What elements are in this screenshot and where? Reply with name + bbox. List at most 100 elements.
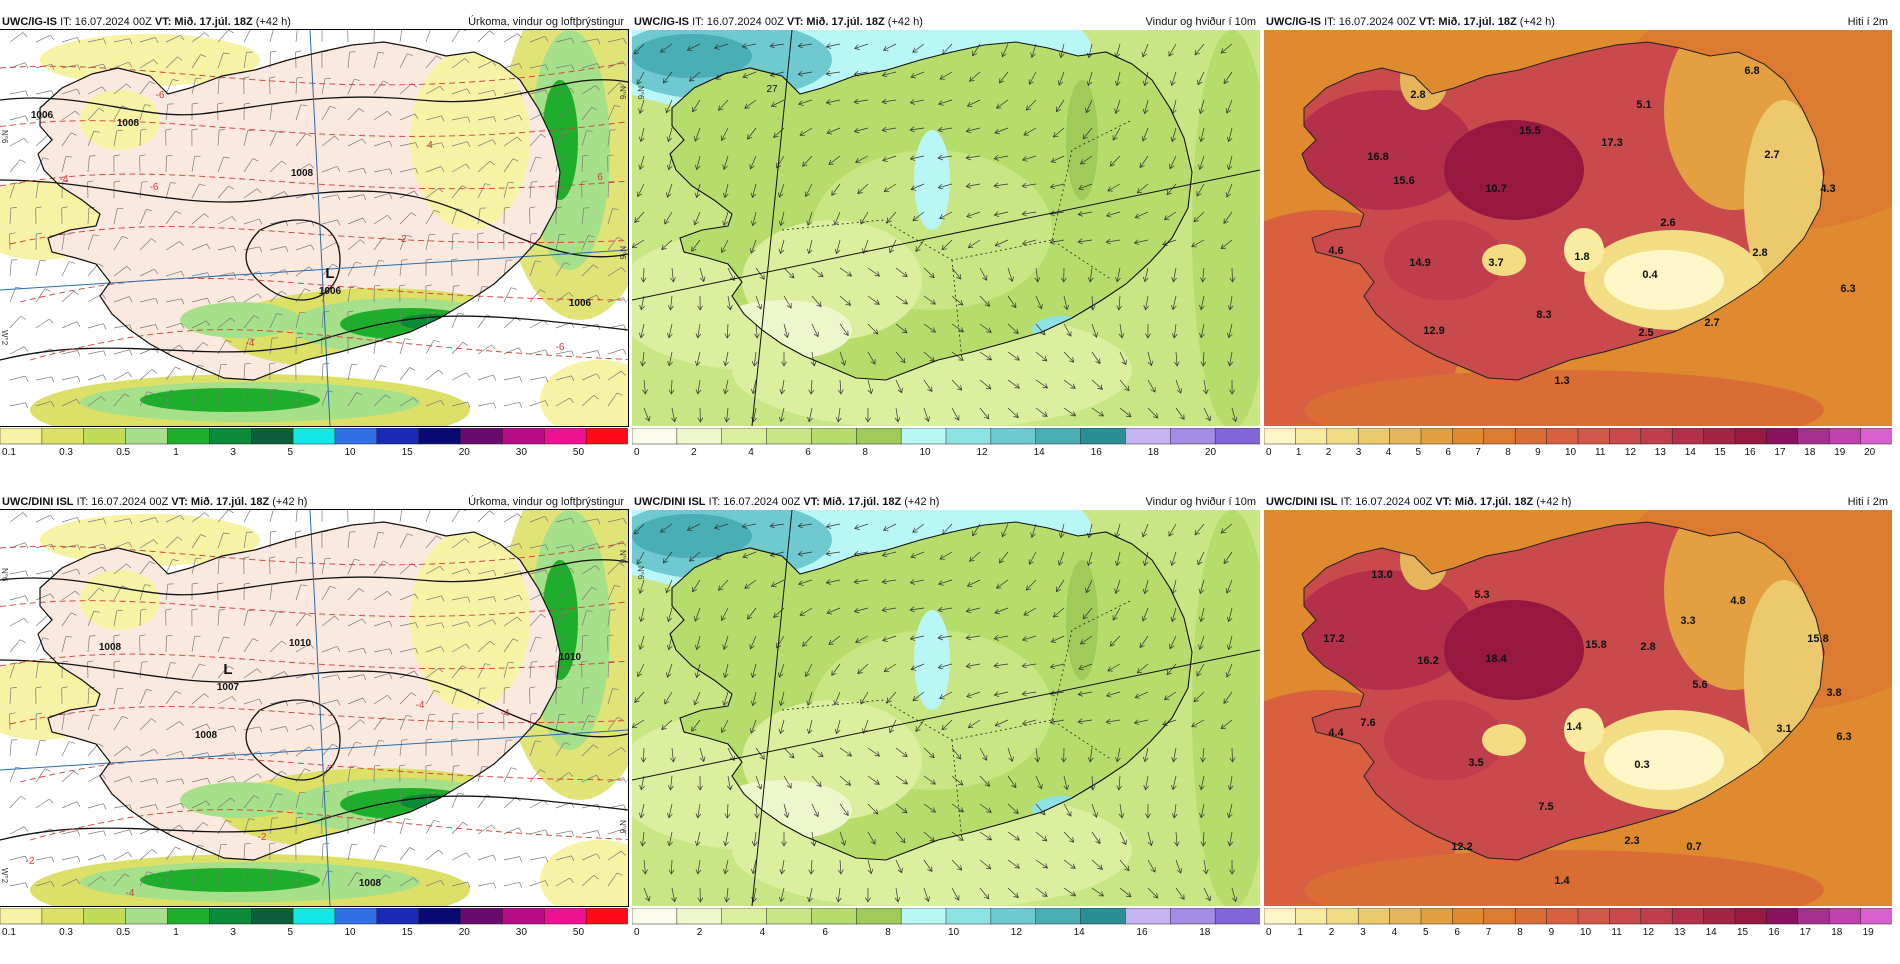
legend-swatch — [1125, 908, 1170, 924]
legend-tick: 0.1 — [2, 447, 16, 458]
temperature-value: 2.8 — [1752, 247, 1767, 259]
legend-tick: 11 — [1595, 447, 1606, 458]
legend-swatch — [167, 428, 209, 444]
legend-swatch — [991, 908, 1036, 924]
legend-swatch — [1641, 908, 1673, 924]
legend-swatch — [632, 908, 677, 924]
legend-tick: 14 — [1685, 447, 1697, 458]
temp-band — [1444, 120, 1584, 220]
wind-barb — [452, 740, 453, 756]
legend-swatch — [126, 908, 168, 924]
graticule-label: N°6 — [636, 566, 645, 580]
legend-swatch — [461, 908, 503, 924]
precip-band — [180, 782, 300, 818]
legend-tick: 16 — [1768, 927, 1780, 938]
legend-swatch — [767, 908, 812, 924]
wind-speed-band — [914, 130, 950, 230]
contour-label: -2 — [398, 234, 407, 245]
wind-barb — [322, 338, 323, 354]
legend-swatch — [1578, 428, 1610, 444]
contour-label: -6 — [150, 182, 159, 193]
legend-swatch — [419, 908, 461, 924]
legend-tick: 8 — [862, 447, 868, 458]
legend-tick: 5 — [1416, 447, 1422, 458]
legend-swatch — [0, 908, 42, 924]
legend-tick: 4 — [760, 927, 766, 938]
temperature-value: 12.9 — [1423, 325, 1444, 337]
contour-label: -4 — [126, 888, 135, 899]
wind-barb — [166, 636, 167, 652]
legend-tick: 0.1 — [2, 927, 16, 938]
legend-tick: 3 — [1360, 927, 1366, 938]
legend-swatch — [1704, 908, 1736, 924]
legend-tick: 0 — [634, 447, 640, 458]
init-time: IT: 16.07.2024 00Z — [1341, 496, 1433, 508]
legend-swatch — [1484, 908, 1516, 924]
legend-swatch — [251, 428, 293, 444]
legend-swatch — [1672, 428, 1704, 444]
wind-barb-flag — [482, 767, 488, 768]
map-svg: 2.86.815.517.35.116.815.610.72.74.32.64.… — [1264, 30, 1892, 426]
temperature-value: 15.8 — [1585, 639, 1606, 651]
panel-header: UWC/IG-IS IT: 16.07.2024 00Z VT: Mið. 17… — [2, 14, 626, 30]
map-svg: 10101008L1007100810101008-4-4-2-2-4N°6N°… — [0, 510, 628, 906]
panel-title: Úrkoma, vindur og loftþrýstingur — [468, 494, 624, 510]
legend-tick: 10 — [1565, 447, 1577, 458]
wind-barb-flag — [453, 286, 459, 287]
legend-swatch — [419, 428, 461, 444]
legend-tick: 17 — [1774, 447, 1786, 458]
panel-dini-wind: UWC/DINI ISL IT: 16.07.2024 00Z VT: Mið.… — [632, 494, 1260, 964]
legend-swatch — [1452, 428, 1484, 444]
legend-tick: 0 — [634, 927, 640, 938]
legend-tick: 14 — [1034, 447, 1046, 458]
temperature-value: 4.4 — [1328, 727, 1344, 739]
legend-swatch — [377, 428, 419, 444]
graticule-label: W°2 — [0, 868, 9, 884]
wind-barb-flag — [194, 870, 200, 871]
legend-swatch — [293, 428, 335, 444]
legend-tick: 4 — [1386, 447, 1392, 458]
graticule-label: W°2 — [0, 330, 9, 346]
wind-barb-flag — [11, 260, 17, 261]
wind-barb — [10, 714, 11, 730]
legend-tick: 10 — [345, 447, 357, 458]
lead-time: (+42 h) — [888, 16, 923, 28]
valid-time: Mið. 17.júl. 18Z — [174, 16, 252, 28]
valid-time-label: VT: — [171, 496, 188, 508]
temperature-value: 2.8 — [1410, 89, 1425, 101]
legend-swatch — [722, 428, 767, 444]
legend-tick: 8 — [1517, 927, 1523, 938]
legend-tick: 3 — [1356, 447, 1362, 458]
temperature-value: 15.5 — [1519, 125, 1540, 137]
legend-swatch — [901, 908, 946, 924]
legend-swatch — [126, 428, 168, 444]
init-time: IT: 16.07.2024 00Z — [709, 496, 801, 508]
legend-swatch — [1358, 908, 1390, 924]
legend-tick: 12 — [977, 447, 989, 458]
precip-band — [410, 530, 530, 710]
legend-tick: 0.3 — [59, 927, 73, 938]
legend-swatch — [1547, 428, 1579, 444]
temperature-value: 15.6 — [1393, 175, 1414, 187]
wind-barb-flag — [66, 157, 72, 158]
legend-tick: 3 — [230, 447, 236, 458]
legend-swatch — [1641, 428, 1673, 444]
contour-label: 1008 — [117, 118, 140, 129]
legend-swatch — [42, 908, 84, 924]
temperature-value: 3.8 — [1826, 687, 1841, 699]
legend-swatch — [1036, 428, 1081, 444]
contour-label: 1008 — [359, 878, 382, 889]
wind-barb — [270, 390, 271, 406]
legend-tick: 14 — [1074, 927, 1086, 938]
temperature-value: 6.3 — [1836, 731, 1851, 743]
valid-time-label: VT: — [787, 16, 804, 28]
legend-swatch — [1036, 908, 1081, 924]
legend-tick: 30 — [516, 447, 528, 458]
legend-swatch — [335, 908, 377, 924]
legend-swatch — [544, 908, 586, 924]
